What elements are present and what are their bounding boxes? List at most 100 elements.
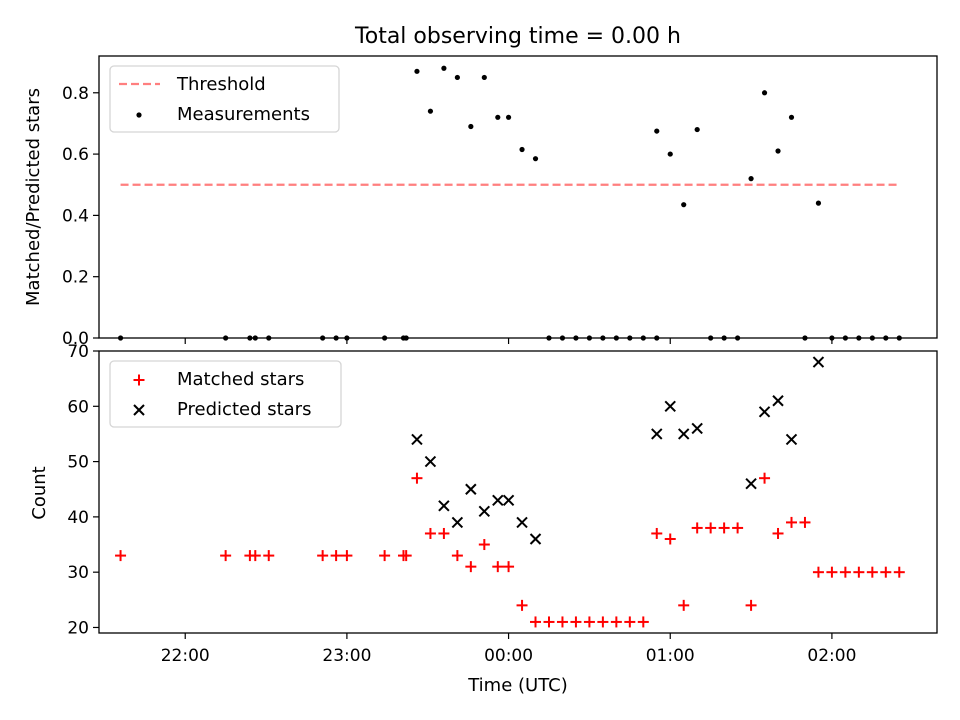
top-legend-box: [109, 65, 340, 133]
predicted-star-point: [758, 406, 771, 418]
measurement-point: [519, 146, 525, 153]
matched-star-point: [516, 599, 528, 611]
measurement-point: [427, 108, 434, 114]
predicted-star-point: [785, 433, 798, 446]
measurement-point: [495, 114, 501, 120]
matched-star-point: [543, 616, 555, 628]
matched-star-point: [424, 527, 436, 539]
matched-star-point: [772, 527, 784, 539]
predicted-star-point: [651, 428, 663, 440]
predicted-star-point: [664, 400, 676, 413]
predicted-stars-legend-swatch: [133, 404, 145, 416]
top-y-tick-label: 0.8: [62, 84, 89, 104]
predicted-star-point: [691, 422, 703, 435]
matched-stars-legend-marker: [133, 374, 145, 386]
matched-star-point: [411, 472, 423, 484]
measurement-point: [414, 68, 420, 74]
matched-star-point: [438, 527, 450, 539]
threshold-legend-label: Threshold: [176, 74, 266, 95]
matched-star-point: [880, 566, 892, 578]
bottom-y-tick-label: 20: [67, 618, 89, 638]
predicted-star-point: [745, 477, 757, 490]
x-tick-label: 02:00: [807, 646, 856, 666]
matched-star-point: [263, 550, 275, 562]
matched-star-point: [583, 616, 595, 628]
measurement-point: [694, 126, 700, 133]
measurement-point: [748, 176, 754, 182]
matched-star-point: [478, 539, 490, 551]
matched-star-point: [330, 550, 342, 562]
matched-star-point: [812, 566, 824, 578]
measurement-point: [681, 202, 687, 208]
predicted-star-point: [451, 516, 464, 529]
measurements-legend-label: Measurements: [177, 104, 310, 125]
measurements-legend-swatch: [136, 112, 142, 118]
matched-star-point: [705, 522, 717, 534]
predicted-star-point: [502, 494, 515, 507]
matched-star-point: [637, 616, 649, 628]
matched-star-point: [379, 550, 391, 562]
x-tick-label: 23:00: [322, 646, 371, 666]
measurement-point: [505, 114, 512, 120]
x-tick-label: 00:00: [484, 646, 533, 666]
measurement-point: [454, 74, 460, 81]
bottom-legend: Matched stars Predicted stars: [109, 360, 342, 428]
matched-star-point: [745, 599, 757, 611]
matched-star-point: [826, 566, 838, 578]
measurement-point: [532, 156, 539, 162]
matched-star-point: [866, 566, 878, 578]
matched-star-point: [341, 550, 353, 562]
x-axis-label: Time (UTC): [467, 675, 568, 696]
measurement-point: [775, 148, 781, 154]
bottom-y-tick-label: 50: [67, 453, 89, 473]
matched-star-point: [400, 550, 412, 562]
top-y-tick-label: 0.4: [62, 206, 89, 226]
matched-star-point: [465, 561, 477, 573]
measurement-point: [468, 123, 474, 130]
bottom-y-tick-label: 60: [67, 397, 89, 417]
matched-star-point: [317, 550, 329, 562]
matched-stars-legend-swatch: [133, 374, 145, 386]
matched-star-point: [610, 616, 622, 628]
measurement-point: [815, 200, 822, 206]
bottom-x-ticks: 22:00 23:00 00:00 01:00 02:00: [161, 633, 856, 666]
matched-star-point: [451, 550, 463, 562]
measurement-point: [441, 65, 447, 71]
top-y-ticks: 0.0 0.2 0.4 0.6 0.8: [62, 84, 99, 349]
matched-star-point: [503, 561, 515, 573]
matched-star-point: [691, 522, 703, 534]
bottom-legend-box: [109, 360, 342, 428]
matched-star-point: [570, 616, 582, 628]
matched-star-point: [853, 566, 865, 578]
matched-star-point: [785, 516, 797, 528]
top-y-tick-label: 0.0: [62, 329, 89, 349]
matched-star-point: [651, 527, 663, 539]
top-y-tick-label: 0.2: [62, 268, 89, 288]
top-y-tick-label: 0.6: [62, 145, 89, 165]
predicted-star-point: [772, 395, 784, 407]
bottom-panel: 20 30 40 50 60 70 22:00 23:00 00:00 01:00 02:00 C…: [29, 342, 938, 696]
measurement-point: [481, 74, 487, 81]
matched-star-point: [732, 522, 744, 534]
measurement-point: [667, 151, 673, 157]
matched-star-point: [839, 566, 851, 578]
bottom-y-tick-label: 70: [67, 342, 89, 362]
bottom-y-ticks: 20 30 40 50 60 70: [67, 342, 99, 638]
predicted-star-point: [812, 356, 825, 368]
figure-title: Total observing time = 0.00 h: [354, 24, 681, 49]
matched-star-point: [530, 616, 542, 628]
predicted-star-point: [424, 455, 437, 468]
measurement-point: [788, 114, 795, 120]
matched-star-point: [664, 533, 676, 545]
x-tick-label: 22:00: [161, 646, 210, 666]
bottom-y-tick-label: 40: [67, 508, 89, 528]
matched-star-point: [759, 472, 771, 484]
top-x-ticks: [184, 338, 833, 344]
matched-star-point: [893, 566, 905, 578]
top-legend: Threshold Measurements: [109, 65, 340, 133]
top-panel-frame: [98, 55, 938, 339]
predicted-star-point: [516, 516, 528, 529]
matched-star-point: [799, 516, 811, 528]
predicted-star-point: [465, 483, 477, 495]
